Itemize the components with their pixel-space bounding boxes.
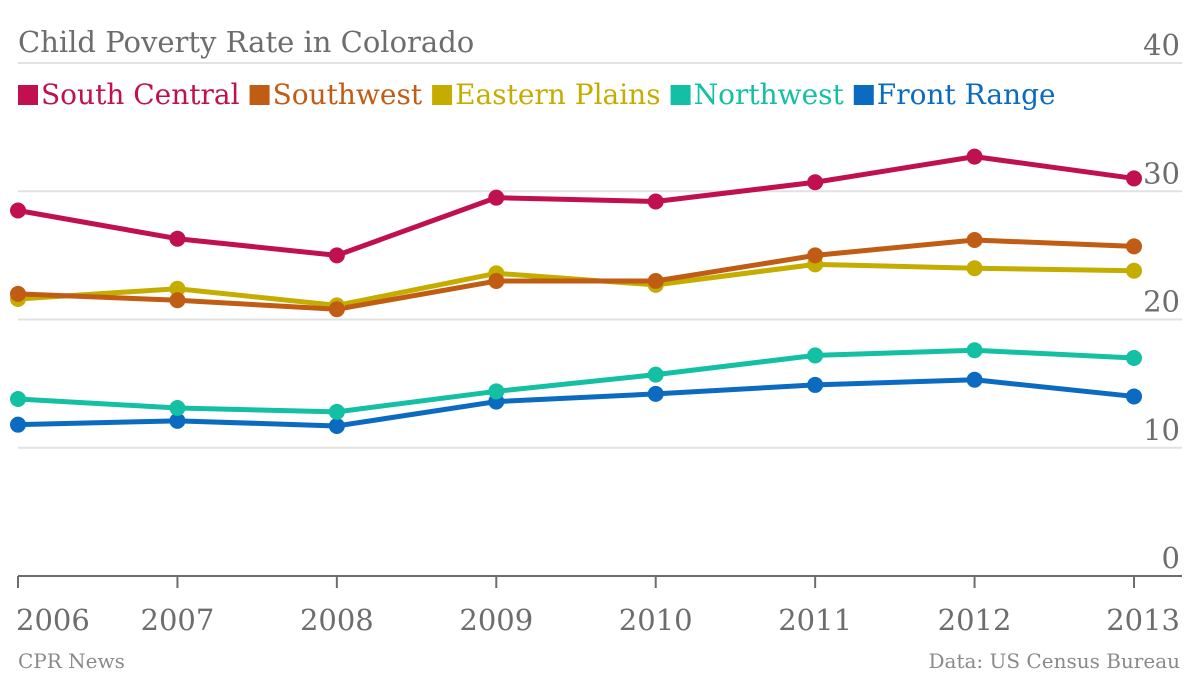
data-point [169,292,186,309]
data-point [647,385,664,402]
source-credit: CPR News [18,649,125,673]
data-point [488,273,505,290]
data-point [966,342,983,359]
legend-swatch [18,85,38,105]
chart-title: Child Poverty Rate in Colorado [18,25,474,59]
data-point [488,383,505,400]
data-point [328,417,345,434]
data-point [169,399,186,416]
y-tick-label: 0 [1162,541,1180,575]
series-line [15,347,1137,415]
legend-swatch [853,85,874,105]
data-point [1126,349,1142,366]
data-point [1126,388,1142,405]
data-point [10,285,26,302]
data-point [169,412,186,429]
legend-label: Southwest [273,78,423,111]
x-tick-label: 2007 [141,603,215,637]
series-line [15,237,1137,312]
data-point [1126,170,1142,187]
data-point [966,371,983,388]
data-point [169,280,186,297]
data-point [328,247,345,264]
data-point [647,366,664,383]
x-tick-label: 2010 [619,603,693,637]
legend-swatch [432,85,453,105]
data-point [966,260,983,277]
data-point [966,231,983,248]
data-point [10,202,26,219]
legend-label: Northwest [694,78,845,111]
data-point [10,391,26,408]
data-point [1126,262,1142,279]
series-lines [15,154,1137,429]
data-point [647,193,664,210]
legend-label: Eastern Plains [455,78,661,111]
y-axis-ticks: 0 10 20 30 40 [1143,28,1180,575]
x-tick-label: 2013 [1106,603,1180,637]
data-point [328,301,345,318]
series-line [15,154,1137,258]
y-tick-label: 40 [1143,28,1180,62]
y-tick-label: 20 [1143,285,1180,319]
legend-swatch [249,85,270,105]
data-point [328,403,345,420]
data-point [807,174,824,191]
x-tick-label: 2012 [938,603,1012,637]
series-points [10,148,1142,434]
data-point [966,148,983,165]
gridlines [18,62,1182,577]
y-tick-label: 30 [1143,156,1180,190]
legend: South Central Southwest Eastern Plains Nort… [18,78,1056,111]
y-tick-label: 10 [1143,413,1180,447]
legend-label: Front Range [877,78,1056,111]
data-point [10,416,26,433]
x-axis-ticks: 2006 2007 2008 2009 2010 2011 2012 2013 [16,576,1180,637]
data-point [647,273,664,290]
x-tick-label: 2008 [300,603,374,637]
x-tick-label: 2006 [16,603,90,637]
data-point [807,376,824,393]
data-point [488,189,505,206]
legend-swatch [670,85,691,105]
series-line [15,377,1137,429]
data-point [169,230,186,247]
data-point [807,247,824,264]
data-point [1126,238,1142,255]
data-point [807,347,824,364]
x-tick-label: 2011 [778,603,852,637]
x-tick-label: 2009 [459,603,533,637]
legend-label: South Central [41,78,240,111]
data-source: Data: US Census Bureau [929,649,1181,673]
